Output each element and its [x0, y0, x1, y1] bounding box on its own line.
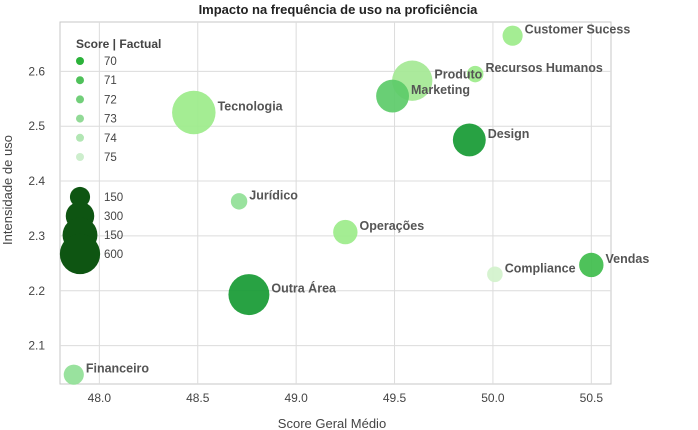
x-tick-label: 49.5 [383, 391, 407, 405]
point-vendas [579, 252, 604, 278]
data-points [63, 25, 604, 385]
point-label: Produto [434, 68, 482, 82]
y-tick-label: 2.6 [28, 64, 45, 78]
legend-size-swatch [59, 233, 101, 275]
data-labels: Customer Sucess Recursos HumanosProdutoMa… [86, 23, 649, 376]
point-recursos-humanos [466, 65, 484, 83]
legend-color-label: 71 [104, 75, 117, 87]
legend-size-label: 150 [104, 230, 123, 242]
point-operações [333, 219, 358, 245]
legend: Score | Factual 70 71 72 73 74 75 150 300 150 600 [59, 37, 161, 275]
point-jurídico [230, 193, 248, 210]
legend-color-swatch [76, 57, 84, 65]
x-tick-label: 48.0 [88, 391, 112, 405]
point-compliance [487, 266, 503, 283]
point-outra-área [228, 274, 270, 316]
legend-color-swatch [76, 114, 84, 123]
x-tick-label: 49.0 [284, 391, 308, 405]
legend-color-swatch [76, 153, 84, 161]
point-marketing [376, 79, 410, 113]
y-axis-label: Intensidade de uso [0, 135, 15, 245]
point-label: Jurídico [249, 188, 298, 202]
y-tick-label: 2.4 [28, 174, 45, 188]
legend-color-swatch [76, 76, 84, 85]
y-tick-label: 2.2 [28, 284, 45, 298]
x-axis-label: Score Geral Médio [278, 416, 386, 430]
point-label: Marketing [411, 83, 470, 97]
y-tick-label: 2.3 [28, 229, 45, 243]
x-tick-label: 50.0 [481, 391, 505, 405]
legend-size-label: 150 [104, 192, 123, 204]
legend-color-label: 75 [104, 152, 117, 164]
legend-color-swatch [76, 95, 84, 104]
point-label: Compliance [505, 261, 576, 275]
y-tick-label: 2.1 [28, 339, 45, 353]
point-label: Customer Sucess [525, 23, 631, 37]
plot-area [59, 21, 612, 385]
point-label: Design [488, 127, 530, 141]
point-label: Recursos Humanos [485, 61, 602, 75]
x-tick-label: 48.5 [186, 391, 210, 405]
legend-color-label: 74 [104, 133, 117, 145]
chart-title: Impacto na frequência de uso na proficiê… [199, 2, 479, 17]
legend-size-label: 600 [104, 249, 123, 261]
x-axis-ticks: 48.0 48.5 49.0 49.5 50.0 50.5 [88, 391, 604, 405]
legend-color-label: 70 [104, 56, 117, 68]
legend-color-label: 72 [104, 94, 117, 106]
point-tecnologia [172, 90, 216, 135]
point-design [452, 123, 486, 157]
legend-size-label: 300 [104, 211, 123, 223]
point-label: Operações [360, 219, 425, 233]
legend-size-swatch [69, 186, 91, 208]
legend-color-label: 73 [104, 114, 117, 126]
y-axis-ticks: 2.1 2.2 2.3 2.4 2.5 2.6 [28, 64, 45, 352]
point-label: Vendas [606, 252, 650, 266]
legend-title: Score | Factual [76, 37, 161, 51]
y-tick-label: 2.5 [28, 119, 45, 133]
x-tick-label: 50.5 [580, 391, 604, 405]
point-label: Financeiro [86, 362, 150, 376]
legend-color-swatch [76, 133, 84, 142]
point-label: Tecnologia [218, 100, 284, 114]
point-customer-sucess [502, 25, 523, 46]
point-financeiro [63, 364, 84, 385]
point-label: Outra Área [271, 281, 337, 296]
